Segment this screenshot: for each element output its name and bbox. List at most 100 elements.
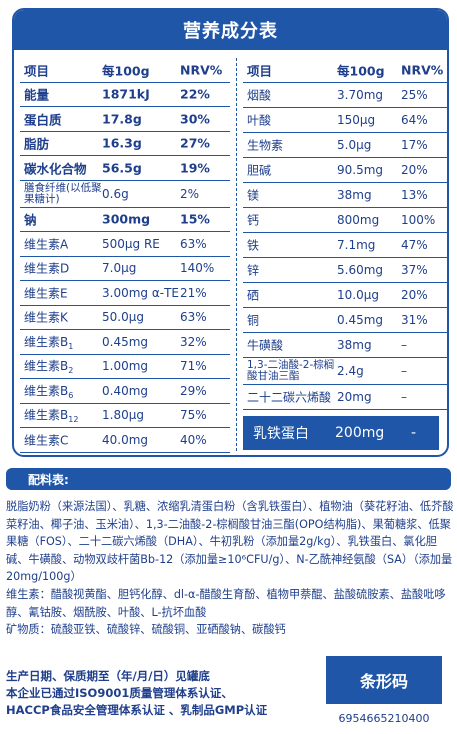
- nutrient-value: 40.0mg: [102, 432, 149, 447]
- nutrient-name: 维生素C: [24, 433, 69, 448]
- nutrient-value: 56.5g: [102, 160, 142, 176]
- nutrient-nrv: 64%: [401, 113, 428, 127]
- nutrient-nrv: 75%: [180, 408, 207, 423]
- nutrient-nrv: 31%: [401, 313, 428, 327]
- nutrient-value: 17.8g: [102, 111, 142, 127]
- nutrient-name: 二十二碳六烯酸: [247, 390, 332, 405]
- nutrient-nrv: 20%: [401, 163, 428, 177]
- nutrient-name: 维生素A: [24, 237, 69, 252]
- nutrient-value: 16.3g: [102, 135, 142, 151]
- nutrient-name: 脂肪: [24, 136, 50, 152]
- nutrient-nrv: 27%: [180, 135, 210, 151]
- nutrient-name: 生物素: [247, 138, 284, 153]
- nutrient-nrv: 71%: [180, 359, 207, 374]
- ingredients-vitamins: 维生素：醋酸视黄酯、胆钙化醇、dl-α-醋酸生育酚、植物甲萘醌、盐酸硫胺素、盐酸…: [6, 587, 446, 619]
- nutrient-name: 胆碱: [247, 163, 272, 178]
- nutrient-nrv: 21%: [180, 285, 207, 300]
- table-row: 二十二碳六烯酸 20mg –: [243, 385, 447, 410]
- nutrient-name: 铁: [247, 238, 260, 253]
- table-header-row: 项目 每100g NRV%: [243, 58, 447, 83]
- nutrition-columns: 项目 每100g NRV% 能量 1871kJ 22% 蛋白质 17.8g 30% 脂肪 16.3g…: [14, 58, 447, 455]
- nutrient-name: 项目: [24, 63, 50, 79]
- barcode-number: 6954665210400: [338, 712, 430, 725]
- table-header-row: 项目 每100g NRV%: [20, 58, 230, 83]
- nutrient-value: 1.80μg: [102, 408, 144, 423]
- table-row: 维生素B1 0.45mg 32%: [20, 330, 230, 355]
- nutrient-value: 2.4g: [337, 364, 364, 378]
- nutrient-nrv: 29%: [180, 383, 207, 398]
- nutrient-nrv: 17%: [401, 138, 428, 152]
- lactoferrin-highlight: 乳铁蛋白 200mg -: [243, 416, 439, 450]
- nutrient-value: 500μg RE: [102, 236, 160, 251]
- nutrient-nrv: 13%: [401, 188, 428, 202]
- nutrient-value: 3.70mg: [337, 88, 384, 102]
- table-row: 维生素E 3.00mg α-TE 21%: [20, 281, 230, 306]
- table-row: 烟酸 3.70mg 25%: [243, 83, 447, 108]
- table-row: 铁 7.1mg 47%: [243, 233, 447, 258]
- footer-notes: 生产日期、保质期至（年/月/日）见罐底 本企业已通过ISO9001质量管理体系认…: [6, 668, 306, 719]
- table-row: 脂肪 16.3g 27%: [20, 132, 230, 156]
- nutrient-name: 项目: [247, 63, 273, 79]
- nutrient-subscript: 2: [68, 366, 74, 376]
- nutrient-value: 0.45mg: [337, 313, 384, 327]
- nutrient-value: 1871kJ: [102, 86, 150, 102]
- nutrient-name: 牛磺酸: [247, 338, 284, 353]
- nutrient-name: 蛋白质: [24, 112, 62, 128]
- table-row: 膳食纤维(以低聚果糖计) 0.6g 2%: [20, 181, 230, 208]
- nutrient-subscript: 12: [68, 415, 79, 425]
- nutrient-value: 800mg: [337, 213, 380, 227]
- nutrient-name: 钙: [247, 213, 260, 228]
- nutrient-value: 150μg: [337, 113, 376, 127]
- nutrition-title: 营养成分表: [14, 10, 447, 50]
- nutrient-name: 镁: [247, 188, 260, 203]
- nutrient-nrv: 30%: [180, 111, 210, 127]
- table-row: 锌 5.60mg 37%: [243, 258, 447, 283]
- highlight-nrv: -: [411, 425, 417, 441]
- nutrient-nrv: 32%: [180, 334, 207, 349]
- nutrient-nrv: 19%: [180, 160, 210, 176]
- table-row: 维生素D 7.0μg 140%: [20, 257, 230, 281]
- table-row: 钠 300mg 15%: [20, 208, 230, 232]
- nutrient-value: 每100g: [102, 63, 150, 79]
- nutrient-name: 维生素D: [24, 261, 70, 276]
- nutrient-name: 铜: [247, 313, 260, 328]
- nutrient-nrv: 40%: [180, 432, 207, 447]
- nutrient-nrv: 20%: [401, 288, 428, 302]
- nutrient-value: 38mg: [337, 188, 372, 202]
- nutrient-value: 38mg: [337, 338, 372, 352]
- table-row: 蛋白质 17.8g 30%: [20, 107, 230, 132]
- nutrient-subscript: 1: [68, 341, 74, 351]
- nutrient-name: 维生素K: [24, 310, 68, 325]
- nutrient-nrv: 15%: [180, 211, 210, 227]
- table-row: 叶酸 150μg 64%: [243, 108, 447, 133]
- nutrient-name: 维生素B12: [24, 408, 79, 425]
- nutrient-nrv: 63%: [180, 236, 207, 251]
- nutrient-nrv: 22%: [180, 86, 210, 102]
- nutrient-nrv: –: [401, 364, 407, 378]
- table-row: 镁 38mg 13%: [243, 183, 447, 208]
- highlight-name: 乳铁蛋白: [253, 426, 309, 442]
- ingredients-text: 脱脂奶粉（来源法国）、乳糖、浓缩乳清蛋白粉（含乳铁蛋白）、植物油（葵花籽油、低芥…: [6, 498, 454, 639]
- nutrient-nrv: 37%: [401, 263, 428, 277]
- nutrient-name: 维生素B6: [24, 383, 74, 400]
- footer-line: HACCP食品安全管理体系认证 、乳制品GMP认证: [6, 703, 268, 717]
- nutrient-nrv: NRV%: [180, 62, 223, 78]
- nutrient-name: 碳水化合物: [24, 161, 87, 177]
- nutrient-value: 50.0μg: [102, 310, 144, 325]
- nutrient-value: 5.0μg: [337, 138, 372, 152]
- nutrient-value: 90.5mg: [337, 163, 384, 177]
- table-row: 维生素A 500μg RE 63%: [20, 232, 230, 257]
- ingredients-title: 配料表:: [28, 472, 69, 487]
- table-row: 能量 1871kJ 22%: [20, 83, 230, 107]
- nutrient-value: 每100g: [337, 63, 385, 79]
- ingredients-minerals: 矿物质：硫酸亚铁、硫酸锌、硫酸铜、亚硒酸钠、碳酸钙: [6, 623, 286, 637]
- table-row: 维生素C 40.0mg 40%: [20, 428, 230, 453]
- ingredients-main: 脱脂奶粉（来源法国）、乳糖、浓缩乳清蛋白粉（含乳铁蛋白）、植物油（葵花籽油、低芥…: [6, 500, 454, 584]
- nutrient-name: 维生素B1: [24, 334, 74, 351]
- nutrition-table: 营养成分表 项目 每100g NRV% 能量 1871kJ 22% 蛋白质 17.8g 30% 脂…: [12, 8, 449, 457]
- nutrient-value: 7.1mg: [337, 238, 376, 252]
- nutrient-name: 维生素E: [24, 286, 68, 301]
- table-row: 维生素K 50.0μg 63%: [20, 306, 230, 330]
- column-divider: [236, 58, 237, 451]
- table-row: 维生素B2 1.00mg 71%: [20, 355, 230, 379]
